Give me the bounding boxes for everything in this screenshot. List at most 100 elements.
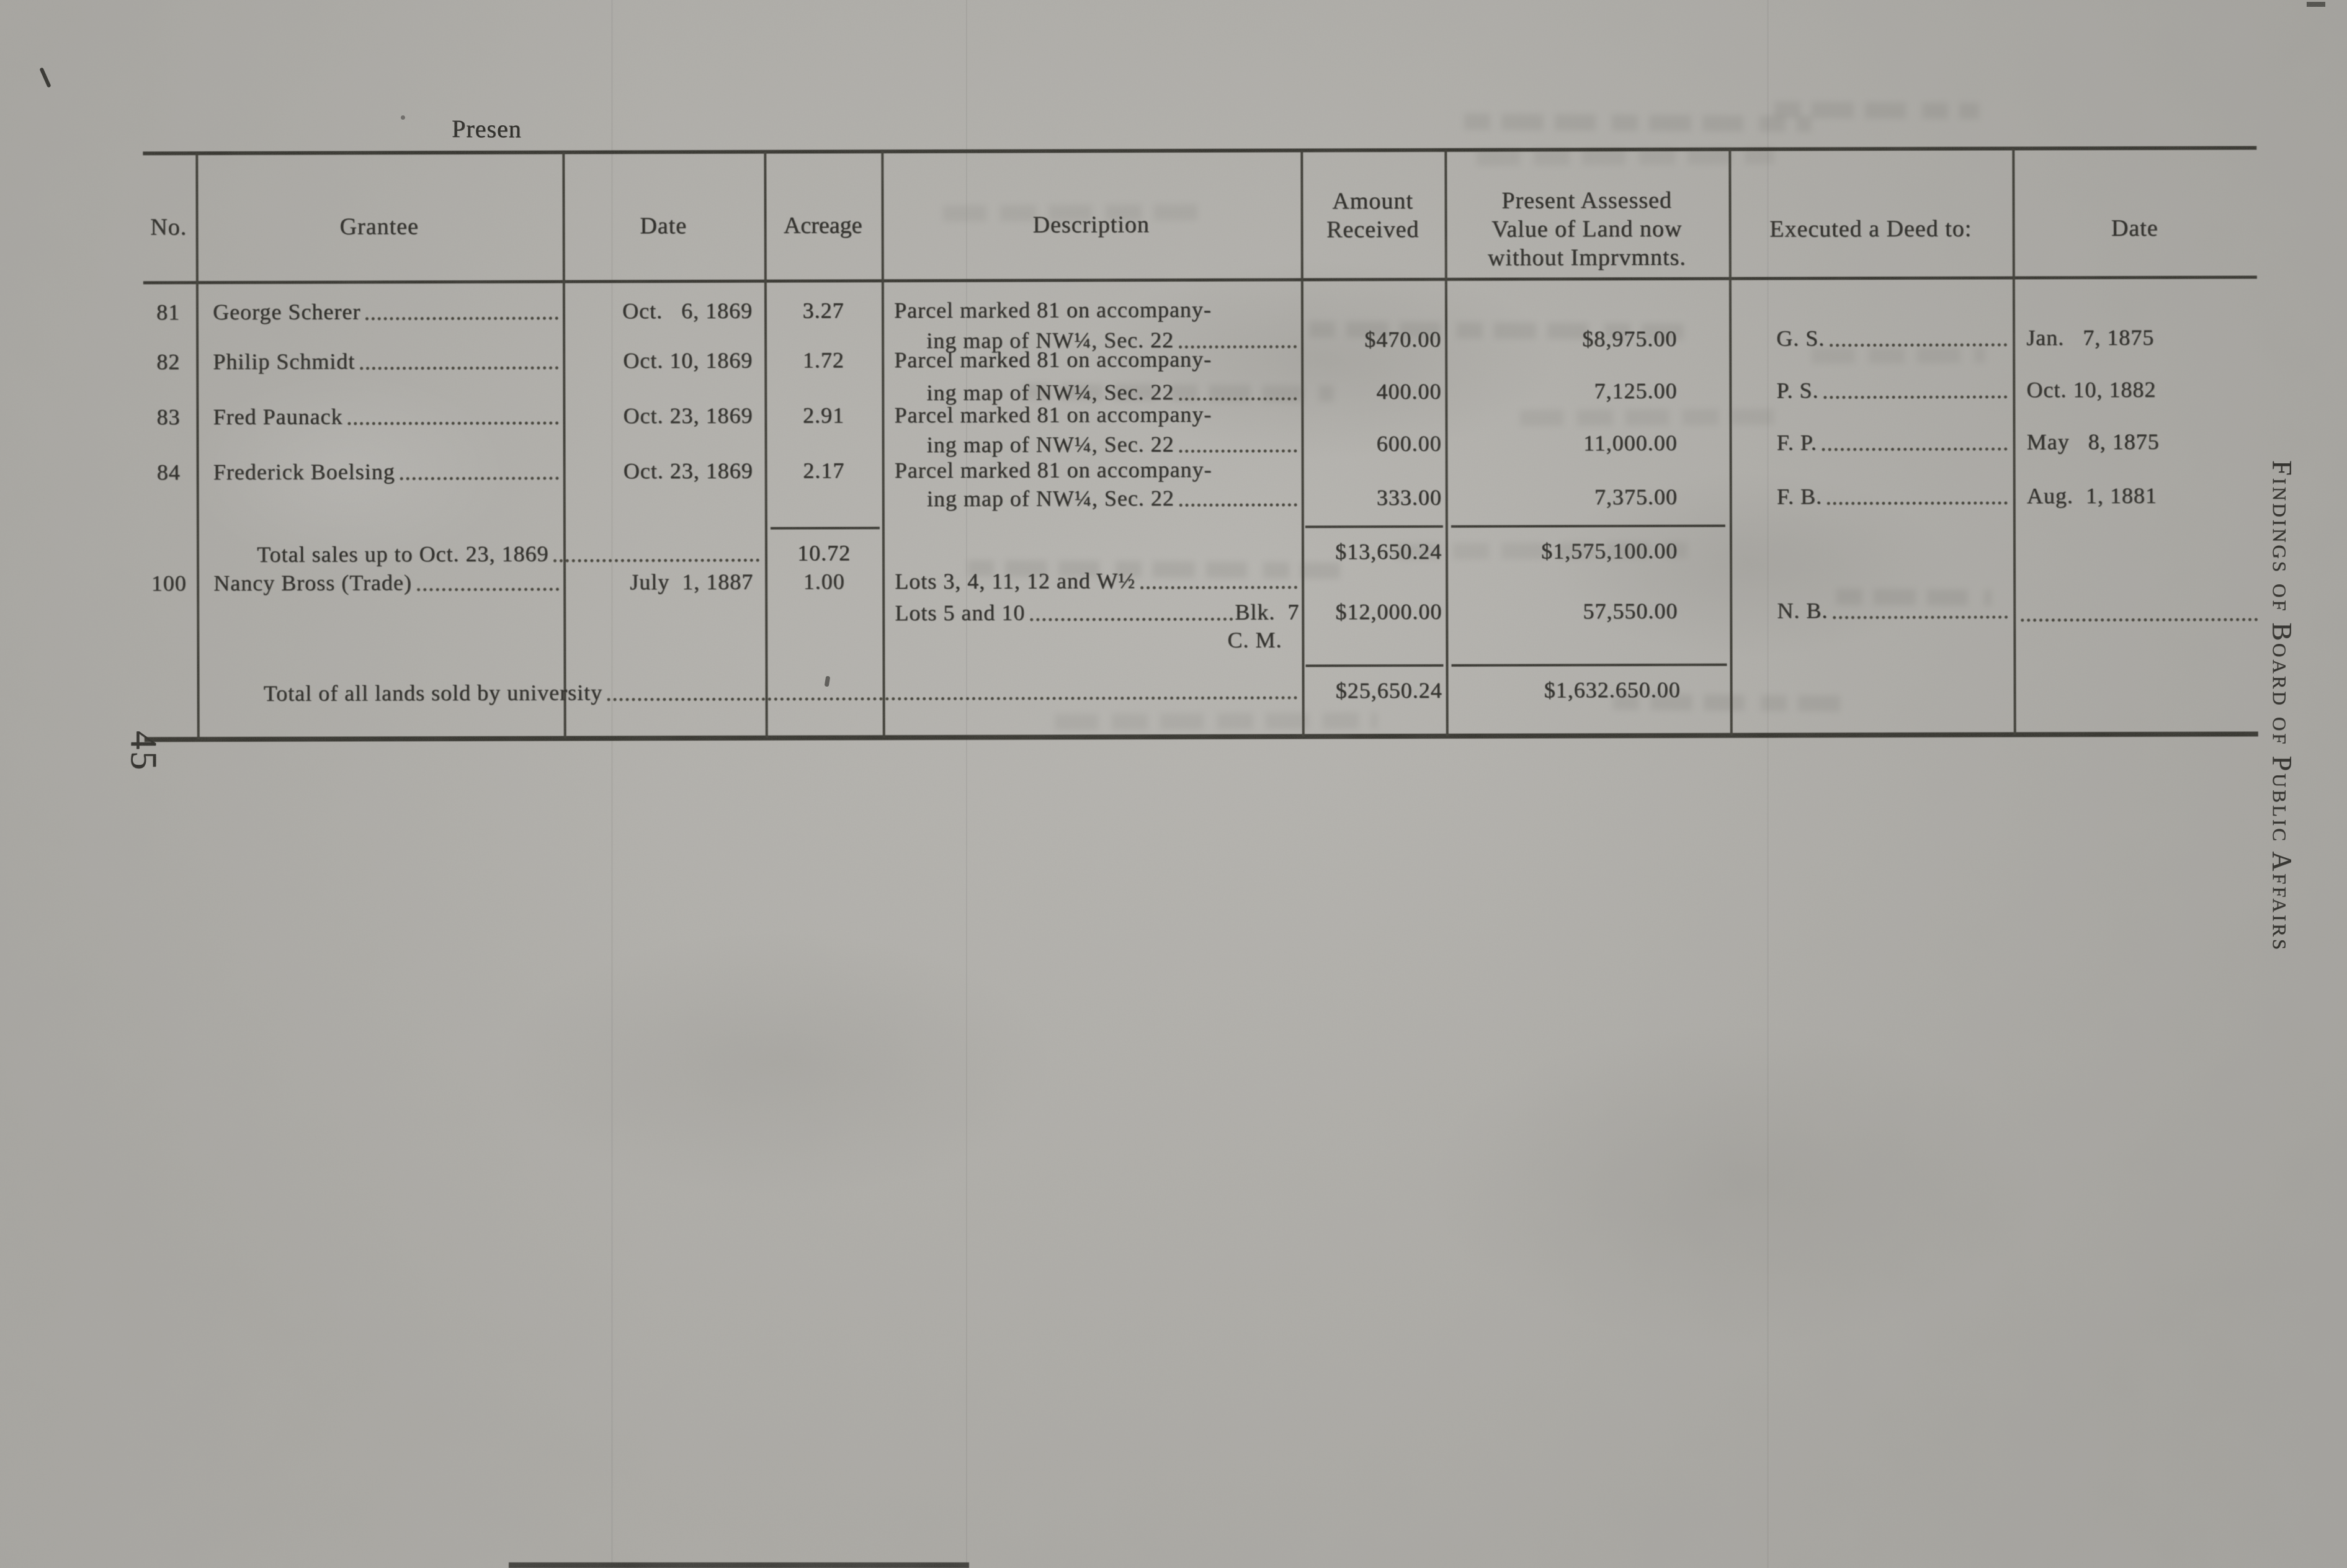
deed-date-cell: Oct. 10, 1882 [2026,376,2157,403]
acreage-cell: 3.27 [802,298,844,323]
assessed-cell: 11,000.00 [1583,430,1678,456]
subtotal-assessed: $1,575,100.00 [1540,538,1678,564]
grantee-cell: Frederick Boelsing [213,457,561,486]
description-line1: Parcel marked 81 on accompany- [894,457,1212,483]
deed-date-cell: Jan. 7, 1875 [2026,324,2155,350]
deed-to-cell: F. P. [1777,427,2009,457]
deed-date-cell: May 8, 1875 [2026,429,2160,455]
description-line2: ing map of NW¼, Sec. 22 [927,429,1299,459]
grantee-name: Philip Schmidt [213,349,355,375]
deed-to-cell: P. S. [1776,375,2009,404]
grantee-cell: Fred Paunack [213,402,560,431]
description-line1: Parcel marked 81 on accompany- [893,296,1212,323]
header-amount-line2: Received [1326,216,1419,243]
row-number: 100 [151,571,187,596]
deed-initials: N. B. [1777,598,1828,623]
dot-leader [1822,447,2008,452]
amount-cell: $12,000.00 [1335,599,1442,625]
acreage-cell: 2.91 [802,403,844,428]
acreage-cell: 1.72 [802,347,844,373]
dot-leader [365,316,559,321]
date-cell: Oct. 10, 1869 [623,347,753,373]
description-line2: ing map of NW¼, Sec. 22 [927,483,1299,513]
assessed-total-line [1451,663,1727,667]
date-cell: Oct. 6, 1869 [622,298,753,324]
description-text: ing map of NW¼, Sec. 22 [926,485,1174,512]
amount-cell: 600.00 [1376,430,1442,457]
deed-to-cell: F. B. [1777,481,2009,510]
amount-cell: 333.00 [1376,484,1442,510]
assessed-sum-line [1451,524,1725,528]
description-text: Lots 3, 4, 11, 12 and W½ [895,568,1136,594]
amount-total-line [1305,664,1444,667]
header-underline [143,275,2257,285]
deed-to-cell: N. B. [1777,595,2009,625]
dot-leader [1030,617,1233,621]
dot-leader [1826,501,2008,506]
dot-leader [347,421,559,425]
header-description: Description [1032,212,1150,238]
dot-leader [1179,503,1297,507]
header-amount-line1: Amount [1332,187,1413,215]
row-number: 81 [156,300,181,325]
acreage-cell: 2.17 [803,458,845,483]
description-line1: Lots 3, 4, 11, 12 and W½ [895,566,1299,595]
grantee-cell: George Scherer [213,297,560,326]
deed-initials: F. P. [1776,430,1817,455]
page-number: 45 [123,731,164,772]
header-deed-date: Date [2111,215,2158,242]
description-line1: Parcel marked 81 on accompany- [894,401,1212,428]
header-assessed-line3: without Imprvmnts. [1487,244,1686,271]
date-cell: Oct. 23, 1869 [623,403,753,429]
description-line2: Lots 5 and 10 Blk. 7 [895,597,1299,627]
grantee-name: George Scherer [212,299,361,325]
description-text: Lots 5 and 10 [895,600,1026,626]
grantee-name: Nancy Bross (Trade) [213,570,412,596]
dot-leader [553,558,760,563]
deed-initials: F. B. [1776,484,1822,509]
row-number: 82 [156,349,181,375]
date-cell: Oct. 23, 1869 [623,458,753,484]
table-bottom-rule [144,731,2258,742]
dot-leader [1140,586,1298,590]
dot-leader [1830,343,2008,347]
subtotal-label-cell: Total sales up to Oct. 23, 1869 [257,539,761,569]
assessed-cell: 7,125.00 [1594,378,1678,404]
total-amount: $25,650.24 [1335,677,1442,703]
deed-to-cell: G. S. [1776,323,2009,352]
description-text: ing map of NW¼, Sec. 22 [926,431,1174,458]
dot-leader [607,696,1298,702]
amount-sum-line [1305,525,1443,528]
acreage-cell: 1.00 [803,569,845,594]
amount-cell: 400.00 [1376,378,1442,404]
subtotal-acreage: 10.72 [797,540,851,566]
date-cell: July 1, 1887 [630,569,754,595]
grantee-cell: Philip Schmidt [213,347,560,376]
header-no: No. [150,214,187,241]
deed-initials: G. S. [1776,326,1825,351]
grantee-name: Fred Paunack [213,404,343,430]
amount-cell: $470.00 [1364,326,1442,352]
acreage-sum-line [770,527,880,530]
description-line3: C. M. [1227,627,1282,653]
grantee-cell: Nancy Bross (Trade) [213,568,561,597]
dot-leader [416,587,560,592]
header-acreage: Acreage [783,212,862,239]
total-label-cell: Total of all lands sold by university [264,676,1300,707]
header-date: Date [640,213,687,239]
description-line1: Parcel marked 81 on accompany- [894,346,1212,373]
assessed-cell: 7,375.00 [1594,484,1678,510]
total-assessed: $1,632.650.00 [1544,677,1681,703]
total-label: Total of all lands sold by university [263,680,603,706]
dot-leader [400,476,559,481]
empty-deed-date-leader [2021,595,2258,622]
dot-leader [1179,449,1297,453]
row-number: 83 [156,404,181,430]
subtotal-amount: $13,650.24 [1334,538,1442,564]
deed-date-cell: Aug. 1, 1881 [2026,483,2157,509]
deed-initials: P. S. [1776,378,1819,403]
header-grantee: Grantee [339,213,419,240]
header-assessed-line1: Present Assessed [1501,187,1672,214]
